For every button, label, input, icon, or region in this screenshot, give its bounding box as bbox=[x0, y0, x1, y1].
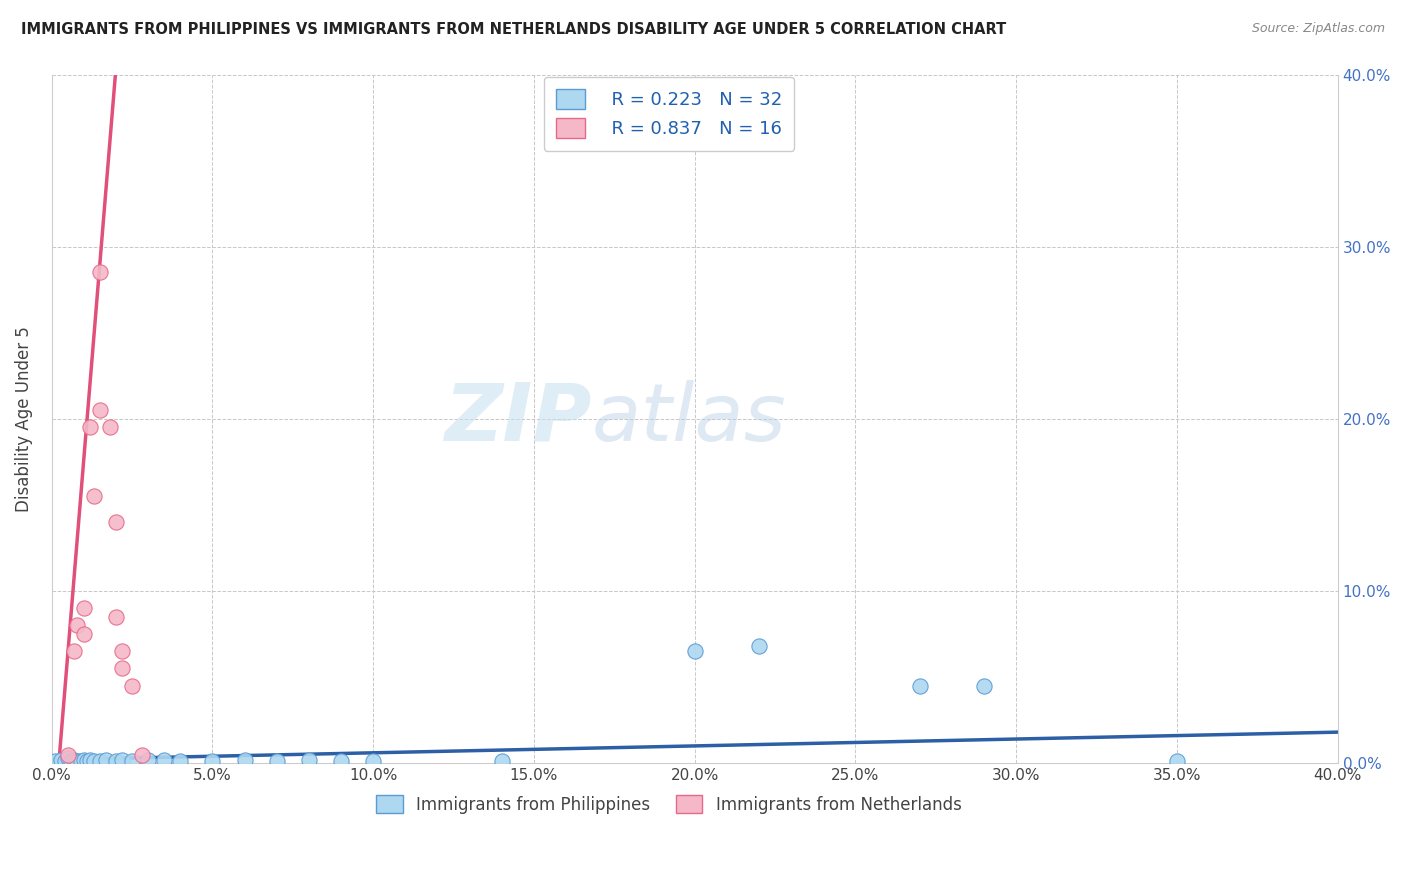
Text: atlas: atlas bbox=[592, 380, 786, 458]
Text: IMMIGRANTS FROM PHILIPPINES VS IMMIGRANTS FROM NETHERLANDS DISABILITY AGE UNDER : IMMIGRANTS FROM PHILIPPINES VS IMMIGRANT… bbox=[21, 22, 1007, 37]
Y-axis label: Disability Age Under 5: Disability Age Under 5 bbox=[15, 326, 32, 512]
Point bbox=[266, 755, 288, 769]
Point bbox=[111, 661, 134, 675]
Point bbox=[56, 751, 79, 765]
Point bbox=[96, 753, 118, 767]
Point bbox=[233, 753, 256, 767]
Point bbox=[73, 753, 96, 767]
Point bbox=[89, 403, 111, 417]
Legend: Immigrants from Philippines, Immigrants from Netherlands: Immigrants from Philippines, Immigrants … bbox=[367, 785, 972, 823]
Point bbox=[83, 489, 105, 503]
Point bbox=[1166, 755, 1188, 769]
Point bbox=[136, 753, 159, 767]
Point bbox=[56, 747, 79, 762]
Point bbox=[491, 755, 513, 769]
Point bbox=[83, 755, 105, 769]
Point bbox=[121, 679, 143, 693]
Text: ZIP: ZIP bbox=[444, 380, 592, 458]
Text: Source: ZipAtlas.com: Source: ZipAtlas.com bbox=[1251, 22, 1385, 36]
Point bbox=[53, 755, 76, 769]
Point bbox=[111, 753, 134, 767]
Point bbox=[105, 755, 128, 769]
Point bbox=[73, 601, 96, 615]
Point bbox=[908, 679, 931, 693]
Point bbox=[105, 515, 128, 529]
Point bbox=[89, 755, 111, 769]
Point bbox=[60, 755, 83, 769]
Point bbox=[63, 644, 86, 658]
Point bbox=[51, 753, 73, 767]
Point bbox=[73, 627, 96, 641]
Point bbox=[201, 755, 224, 769]
Point bbox=[79, 420, 101, 434]
Point bbox=[63, 753, 86, 767]
Point bbox=[69, 755, 91, 769]
Point bbox=[361, 755, 384, 769]
Point bbox=[330, 755, 353, 769]
Point bbox=[76, 755, 98, 769]
Point bbox=[66, 755, 89, 769]
Point bbox=[169, 755, 191, 769]
Point bbox=[89, 265, 111, 279]
Point bbox=[44, 755, 66, 769]
Point bbox=[748, 639, 770, 653]
Point bbox=[683, 644, 706, 658]
Point bbox=[111, 644, 134, 658]
Point bbox=[298, 753, 321, 767]
Point bbox=[105, 609, 128, 624]
Point bbox=[98, 420, 121, 434]
Point bbox=[66, 618, 89, 632]
Point bbox=[121, 755, 143, 769]
Point bbox=[79, 753, 101, 767]
Point bbox=[973, 679, 995, 693]
Point bbox=[131, 747, 153, 762]
Point bbox=[153, 753, 176, 767]
